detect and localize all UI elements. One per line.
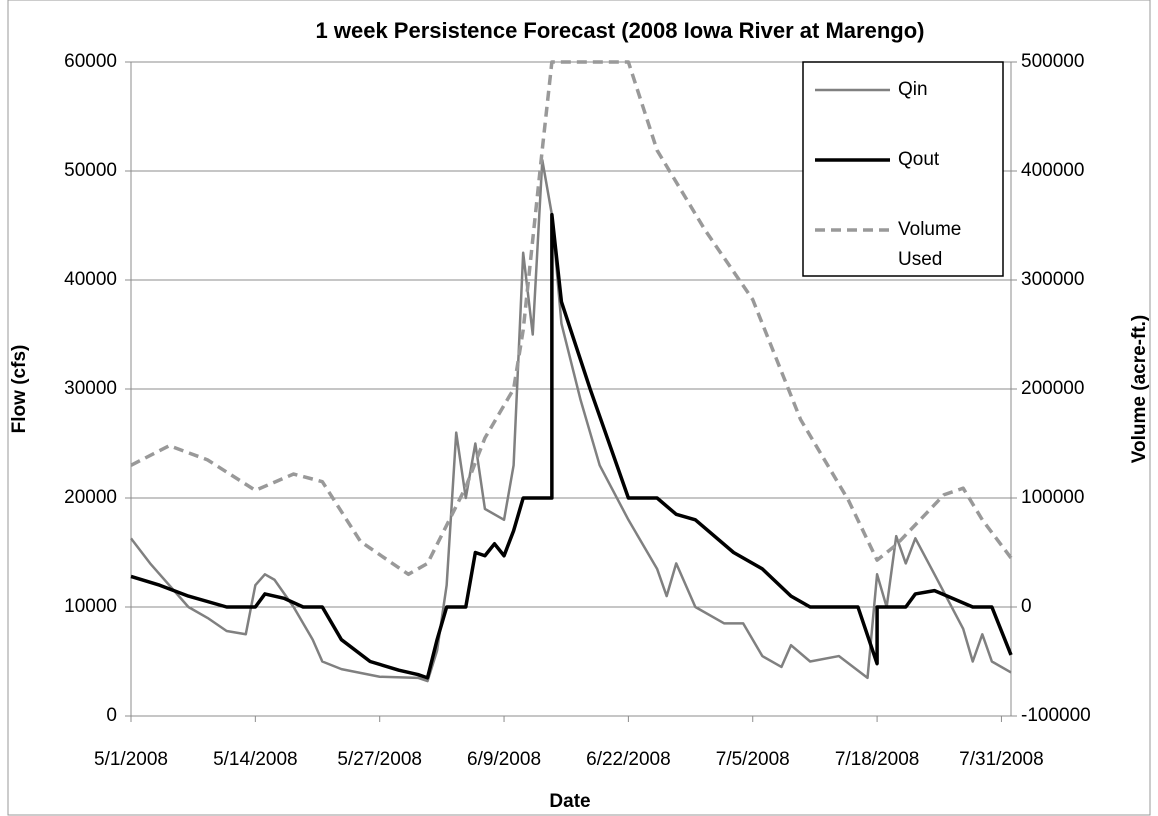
chart-title: 1 week Persistence Forecast (2008 Iowa R… <box>316 18 925 43</box>
chart-border <box>7 0 1151 816</box>
x-tick-label: 5/14/2008 <box>213 749 298 770</box>
x-tick-label: 6/22/2008 <box>586 749 671 770</box>
y2-axis-label: Volume (acre-ft.) <box>1129 315 1150 464</box>
x-tick-label: 7/5/2008 <box>716 749 790 770</box>
y2-tick-label: 500000 <box>1021 51 1084 72</box>
y-tick-label: 20000 <box>64 487 117 508</box>
series-line <box>130 60 1013 577</box>
y2-tick-label: -100000 <box>1021 705 1091 726</box>
y-tick-label: 60000 <box>64 51 117 72</box>
x-tick-label: 6/9/2008 <box>467 749 541 770</box>
legend-box <box>802 61 1004 277</box>
y-tick-label: 40000 <box>64 269 117 290</box>
x-tick-label: 5/27/2008 <box>337 749 422 770</box>
legend-label: Volume Used <box>898 219 961 270</box>
y-tick-label: 30000 <box>64 378 117 399</box>
series-line <box>130 158 1012 683</box>
legend-label: Qout <box>898 149 940 170</box>
y-tick-label: 50000 <box>64 160 117 181</box>
y-axis-label: Flow (cfs) <box>9 345 30 434</box>
y2-tick-label: 400000 <box>1021 160 1084 181</box>
x-tick-label: 5/1/2008 <box>94 749 168 770</box>
x-axis-label: Date <box>549 791 590 812</box>
legend-label: Qin <box>898 79 928 100</box>
y-tick-label: 0 <box>106 705 117 726</box>
y2-tick-label: 300000 <box>1021 269 1084 290</box>
y-tick-label: 10000 <box>64 596 117 617</box>
y2-tick-label: 100000 <box>1021 487 1084 508</box>
x-tick-label: 7/31/2008 <box>959 749 1044 770</box>
y2-tick-label: 0 <box>1021 596 1032 617</box>
y2-tick-label: 200000 <box>1021 378 1084 399</box>
series-line <box>130 212 1013 680</box>
x-tick-label: 7/18/2008 <box>835 749 920 770</box>
